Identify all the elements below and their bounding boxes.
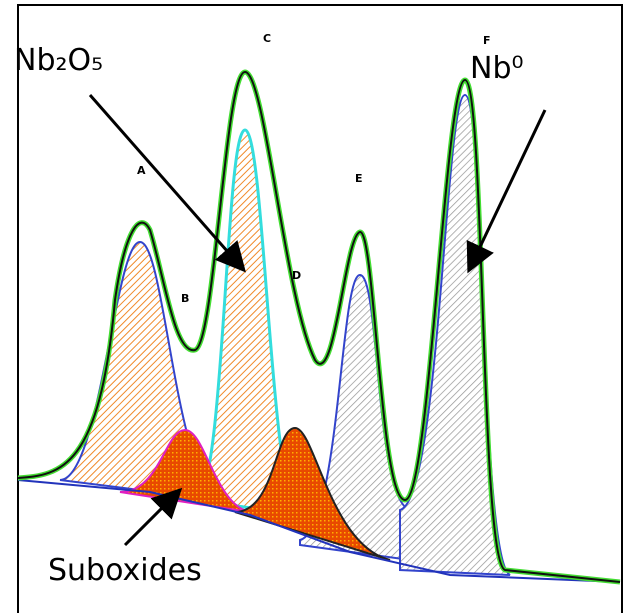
metal-arrow — [466, 109, 547, 274]
oxide-label: Nb₂O₅ — [14, 43, 103, 78]
suboxide-label: Suboxides — [48, 553, 202, 588]
peak-label: C — [263, 32, 271, 45]
peak-label: B — [181, 292, 189, 305]
suboxide-peak-2 — [234, 426, 391, 561]
metal-label: Nb⁰ — [470, 51, 524, 86]
suboxide-arrow — [123, 487, 183, 547]
background-line — [17, 479, 621, 583]
peak-label: D — [292, 269, 301, 282]
peak-label: F — [483, 34, 491, 47]
frame — [17, 4, 623, 613]
oxide-arrow — [88, 94, 246, 273]
peak-label: E — [355, 172, 363, 185]
peak-label: A — [137, 164, 146, 177]
oxide-peak-2 — [194, 128, 301, 517]
fit-envelope — [17, 70, 621, 583]
